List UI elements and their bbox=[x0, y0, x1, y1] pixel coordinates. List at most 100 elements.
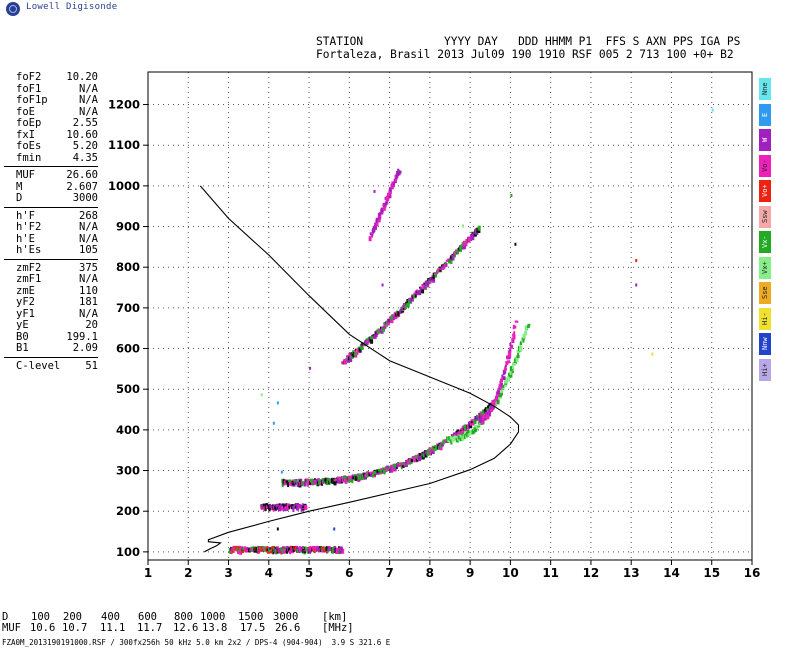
x-tick-label: 6 bbox=[345, 566, 353, 580]
legend-item-vo-: Vo- bbox=[759, 155, 771, 177]
echo-point bbox=[517, 353, 519, 358]
noise-point bbox=[462, 225, 464, 228]
muf-value: 10.6 bbox=[30, 623, 55, 634]
x-tick-label: 8 bbox=[426, 566, 434, 580]
muf-value: 17.5 bbox=[240, 623, 265, 634]
x-tick-label: 14 bbox=[663, 566, 680, 580]
echo-point bbox=[370, 339, 373, 344]
echo-point bbox=[486, 414, 489, 419]
legend-item-hi-: Hi- bbox=[759, 308, 771, 330]
x-tick-label: 3 bbox=[224, 566, 232, 580]
y-tick-label: 800 bbox=[116, 260, 140, 274]
noise-point bbox=[281, 471, 283, 474]
legend-item-nne: Nne bbox=[759, 78, 771, 100]
echo-point bbox=[389, 188, 391, 192]
ionogram-plot: 1234567891011121314151610020030040050060… bbox=[0, 0, 800, 612]
echo-point bbox=[478, 226, 481, 231]
echo-point bbox=[505, 366, 507, 371]
echo-point bbox=[342, 549, 344, 554]
echo-point bbox=[357, 350, 359, 355]
y-tick-label: 1200 bbox=[108, 98, 140, 112]
echo-point bbox=[345, 359, 347, 363]
noise-point bbox=[635, 283, 637, 286]
echo-point bbox=[513, 326, 516, 329]
muf-unit: [MHz] bbox=[322, 623, 354, 634]
echo-point bbox=[445, 262, 447, 264]
muf-label: MUF bbox=[2, 623, 21, 634]
echo-point bbox=[271, 546, 273, 549]
y-tick-label: 1100 bbox=[108, 138, 140, 152]
noise-point bbox=[261, 393, 263, 396]
muf-value: 12.6 bbox=[173, 623, 198, 634]
x-tick-label: 7 bbox=[385, 566, 393, 580]
echo-point bbox=[233, 547, 235, 551]
y-tick-label: 700 bbox=[116, 301, 140, 315]
echo-point bbox=[475, 419, 478, 421]
noise-point bbox=[373, 190, 375, 193]
echo-point bbox=[331, 478, 333, 483]
legend-item-w: W bbox=[759, 129, 771, 151]
x-tick-label: 9 bbox=[466, 566, 474, 580]
y-tick-label: 400 bbox=[116, 423, 140, 437]
noise-point bbox=[635, 259, 637, 262]
echo-point bbox=[499, 386, 502, 389]
legend-item-nnw: Nnw bbox=[759, 333, 771, 355]
legend-item-vo-: Vo+ bbox=[759, 180, 771, 202]
legend-item-e: E bbox=[759, 104, 771, 126]
echo-point bbox=[428, 447, 431, 449]
echo-point bbox=[513, 331, 515, 335]
noise-point bbox=[514, 243, 516, 246]
echo-point bbox=[289, 507, 291, 509]
echo-point bbox=[300, 505, 302, 509]
echo-point bbox=[471, 421, 473, 423]
echo-point bbox=[501, 378, 503, 382]
echo-point bbox=[326, 481, 328, 485]
muf-value: 11.1 bbox=[100, 623, 125, 634]
echo-point bbox=[501, 383, 503, 386]
echo-point bbox=[510, 366, 512, 371]
legend-item-ssw: Ssw bbox=[759, 206, 771, 228]
y-tick-label: 200 bbox=[116, 504, 140, 518]
echo-point bbox=[523, 340, 525, 343]
x-tick-label: 4 bbox=[265, 566, 273, 580]
echo-point bbox=[384, 469, 386, 474]
echo-point bbox=[305, 507, 307, 510]
noise-point bbox=[277, 527, 279, 530]
x-tick-label: 11 bbox=[542, 566, 559, 580]
noise-point bbox=[712, 109, 714, 112]
echo-point bbox=[515, 321, 518, 323]
legend-item-sse: Sse bbox=[759, 282, 771, 304]
echo-point bbox=[509, 343, 511, 346]
y-tick-label: 900 bbox=[116, 220, 140, 234]
echo-point bbox=[512, 366, 514, 369]
x-tick-label: 1 bbox=[144, 566, 152, 580]
x-tick-label: 12 bbox=[583, 566, 600, 580]
echo-point bbox=[287, 482, 289, 487]
noise-point bbox=[333, 527, 335, 530]
noise-point bbox=[382, 283, 384, 286]
y-tick-label: 300 bbox=[116, 464, 140, 478]
y-tick-label: 600 bbox=[116, 342, 140, 356]
file-info-footer: FZA0M_2013190191000.RSF / 300fx256h 50 k… bbox=[2, 638, 390, 647]
muf-value: 10.7 bbox=[62, 623, 87, 634]
noise-point bbox=[651, 353, 653, 356]
echo-point bbox=[415, 455, 417, 459]
muf-value: 13.8 bbox=[202, 623, 227, 634]
echo-point bbox=[503, 370, 505, 375]
echo-point bbox=[527, 324, 530, 326]
echo-point bbox=[476, 417, 478, 419]
noise-point bbox=[277, 401, 279, 404]
echo-point bbox=[524, 331, 527, 335]
echo-point bbox=[418, 290, 421, 295]
x-tick-label: 5 bbox=[305, 566, 313, 580]
muf-value: 26.6 bbox=[275, 623, 300, 634]
legend-item-vx-: Vx+ bbox=[759, 257, 771, 279]
x-tick-label: 16 bbox=[744, 566, 761, 580]
y-tick-label: 100 bbox=[116, 545, 140, 559]
y-tick-label: 1000 bbox=[108, 179, 140, 193]
echo-point bbox=[358, 475, 360, 480]
noise-point bbox=[309, 367, 311, 370]
echo-point bbox=[397, 311, 399, 316]
echo-point bbox=[371, 234, 373, 236]
echo-point bbox=[422, 284, 424, 289]
